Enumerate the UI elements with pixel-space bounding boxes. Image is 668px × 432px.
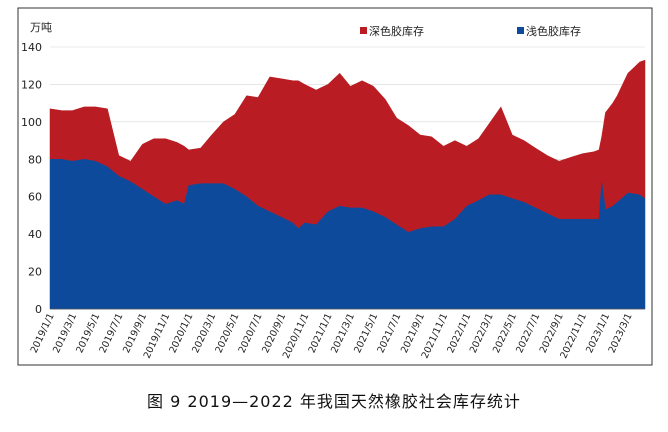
y-tick-label-20: 20 bbox=[28, 266, 42, 279]
y-tick-label-60: 60 bbox=[28, 191, 42, 204]
y-tick-label-100: 100 bbox=[21, 116, 42, 129]
legend-swatch-dark-rubber bbox=[360, 27, 367, 34]
legend-label-light-rubber: 浅色胶库存 bbox=[526, 24, 581, 38]
y-tick-label-120: 120 bbox=[21, 78, 42, 91]
legend: 深色胶库存 浅色胶库存 bbox=[360, 24, 581, 38]
y-tick-labels: 0 20 40 60 80 100 120 140 bbox=[21, 41, 42, 316]
figure-caption: 图 9 2019—2022 年我国天然橡胶社会库存统计 bbox=[147, 392, 521, 411]
y-tick-label-140: 140 bbox=[21, 41, 42, 54]
area-light-rubber bbox=[49, 159, 646, 310]
y-tick-label-80: 80 bbox=[28, 153, 42, 166]
y-tick-label-40: 40 bbox=[28, 228, 42, 241]
unit-label: 万吨 bbox=[30, 21, 52, 34]
y-tick-label-0: 0 bbox=[35, 303, 42, 316]
plot-areas bbox=[49, 59, 646, 310]
legend-swatch-light-rubber bbox=[517, 27, 524, 34]
legend-label-dark-rubber: 深色胶库存 bbox=[369, 24, 424, 38]
